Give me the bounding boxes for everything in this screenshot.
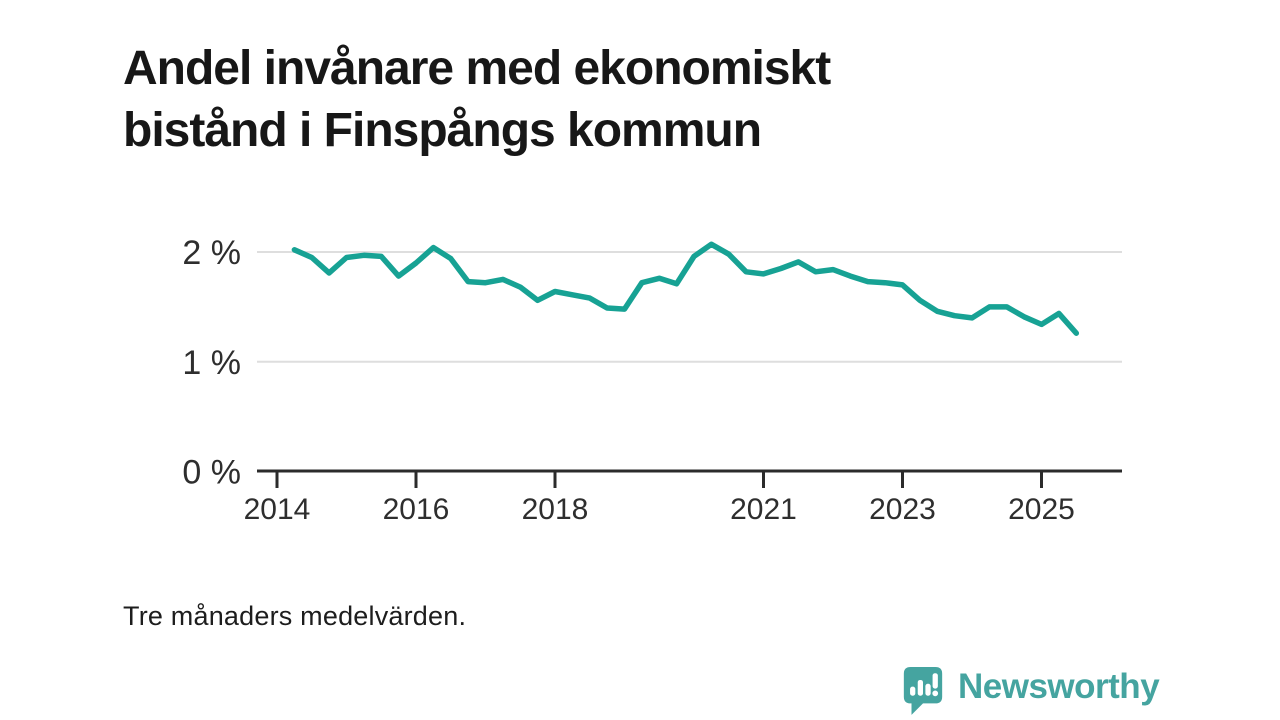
x-axis-tick-label: 2016 [383,493,450,526]
x-axis-tick-label: 2025 [1008,493,1075,526]
newsworthy-logo: Newsworthy [900,664,1160,716]
y-axis-tick-label: 0 % [182,454,241,492]
x-axis-tick-label: 2018 [522,493,589,526]
bar-3 [925,683,931,696]
x-axis-tick-label: 2023 [869,493,936,526]
x-axis-tick-label: 2021 [730,493,797,526]
bar-1 [910,686,916,696]
y-axis-tick-label: 1 % [182,344,241,382]
bar-chart-speech-bubble-icon [903,667,943,715]
exclamation-bar [932,673,938,689]
chart-title-line-2: bistånd i Finspångs kommun [123,104,762,158]
chart-title-line-1: Andel invånare med ekonomiskt [123,42,831,96]
chart-caption: Tre månaders medelvärden. [123,601,467,631]
series-line [291,241,1080,336]
exclamation-dot [932,690,939,697]
x-axis-tick-label: 2014 [244,493,311,526]
chart-title: Andel invånare med ekonomiskt bistånd i F… [123,38,1023,162]
newsworthy-wordmark: Newsworthy [958,667,1160,706]
bar-2 [917,679,923,696]
y-axis-tick-label: 2 % [182,234,241,272]
